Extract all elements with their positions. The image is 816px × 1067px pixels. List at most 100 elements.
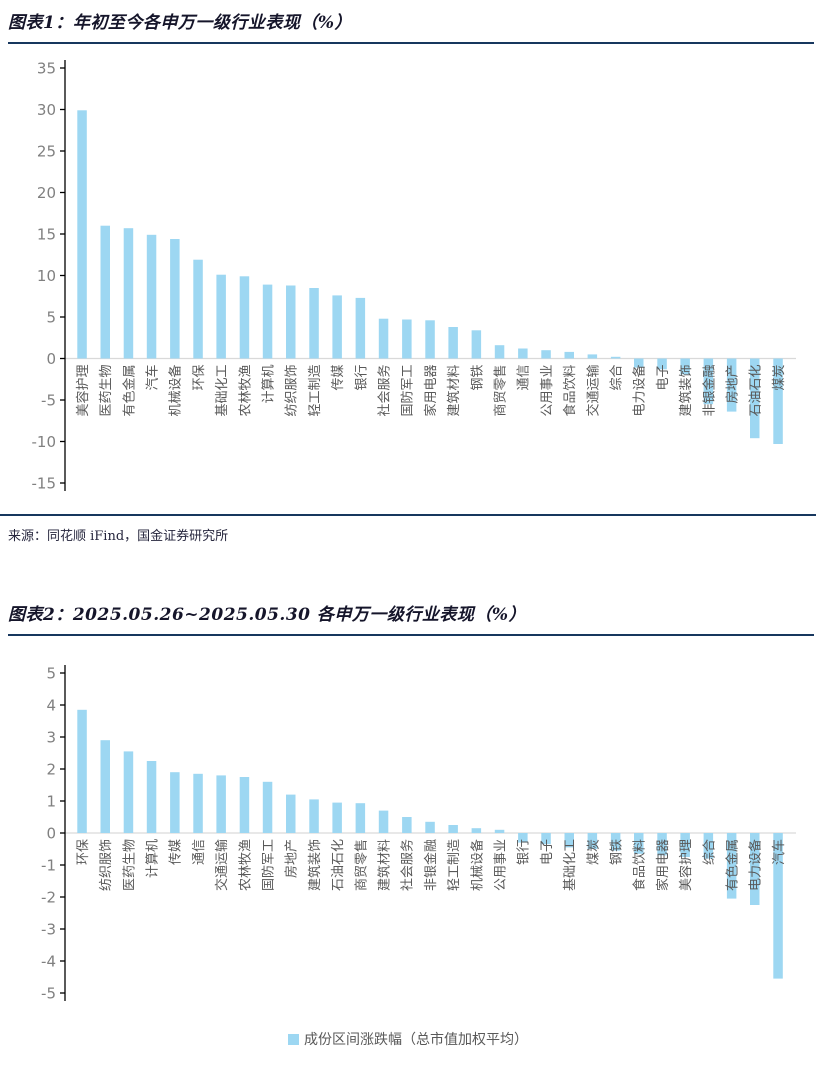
x-category-label: 食品饮料 [632, 839, 648, 891]
bar-农林牧渔 [239, 777, 250, 833]
y-tick-label: 35 [37, 59, 56, 77]
legend-label: 成份区间涨跌幅（总市值加权平均） [304, 1031, 528, 1047]
bar-社会服务 [378, 318, 389, 359]
x-category-label: 通信 [192, 839, 207, 865]
bar-银行 [355, 297, 366, 359]
x-category-label: 计算机 [262, 365, 277, 404]
x-category-label: 国防军工 [261, 839, 277, 891]
y-tick-label: -2 [41, 888, 56, 906]
x-category-label: 非银金融 [701, 365, 717, 417]
x-category-label: 石油石化 [331, 839, 346, 891]
bar-电力设备 [634, 358, 644, 368]
y-tick-label: 5 [46, 308, 56, 326]
x-category-label: 传媒 [169, 839, 184, 865]
y-tick-label: 0 [46, 824, 56, 842]
x-category-label: 机械设备 [469, 839, 485, 891]
x-category-label: 公用事业 [540, 365, 555, 417]
y-tick-label: -4 [41, 952, 56, 970]
x-category-label: 交通运输 [585, 365, 601, 417]
bar-商贸零售 [494, 345, 505, 359]
bar-计算机 [262, 284, 273, 359]
bar-食品饮料 [634, 833, 644, 854]
x-category-label: 有色金属 [121, 365, 137, 417]
bar-钢铁 [610, 833, 621, 851]
bar-计算机 [146, 761, 157, 833]
x-category-label: 农林牧渔 [238, 839, 253, 891]
bar-建筑材料 [448, 327, 458, 359]
y-tick-label: 25 [37, 142, 56, 160]
bar-家用电器 [425, 320, 435, 359]
y-tick-label: 1 [46, 792, 56, 810]
figure2-title: 图表2：2025.05.26~2025.05.30 各申万一级行业表现（%） [8, 600, 814, 636]
x-category-label: 美容护理 [678, 839, 694, 891]
chart2-legend: 成份区间涨跌幅（总市值加权平均） [0, 1029, 816, 1049]
bar-纺织服饰 [286, 285, 296, 359]
x-category-label: 综合 [702, 839, 717, 865]
bar-环保 [193, 259, 203, 359]
bar-交通运输 [587, 354, 598, 359]
legend-swatch [288, 1033, 299, 1045]
chart2-bar-chart: 5 4 3 2 1 0 -1 -2 -3 -4 -5 环保 纺织服饰 医药生物 计算机 传媒 通信 交通运输 农林牧… [41, 664, 796, 1002]
bar-建筑材料 [378, 810, 389, 833]
bar-农林牧渔 [239, 276, 250, 359]
bar-商贸零售 [355, 803, 366, 833]
bar-煤炭 [773, 358, 783, 444]
x-category-label: 电子 [656, 365, 671, 391]
x-category-label: 社会服务 [377, 365, 393, 417]
bar-传媒 [170, 772, 180, 833]
bar-汽车 [773, 833, 783, 979]
y-tick-label: 0 [46, 350, 56, 368]
x-category-label: 家用电器 [423, 365, 439, 417]
x-category-label: 机械设备 [168, 365, 184, 417]
figure1-title: 图表1：年初至今各申万一级行业表现（%） [8, 8, 814, 44]
bar-电子 [657, 358, 667, 370]
x-category-label: 钢铁 [470, 365, 485, 391]
x-category-label: 轻工制造 [447, 839, 462, 891]
x-category-label: 电力设备 [632, 365, 648, 417]
x-category-label: 电力设备 [748, 839, 764, 891]
x-category-label: 基础化工 [563, 839, 578, 891]
bar-汽车 [146, 234, 157, 359]
bar-有色金属 [726, 833, 737, 899]
bar-电力设备 [750, 833, 760, 905]
x-category-label: 建筑材料 [446, 365, 462, 417]
bar-钢铁 [471, 330, 482, 359]
x-category-label: 轻工制造 [308, 365, 323, 417]
bar-传媒 [332, 295, 342, 359]
bar-综合 [610, 356, 621, 359]
x-category-label: 食品饮料 [562, 365, 578, 417]
x-category-label: 房地产 [284, 839, 300, 878]
bar-美容护理 [77, 110, 87, 359]
bar-非银金融 [703, 358, 714, 405]
x-category-label: 环保 [192, 365, 207, 391]
y-tick-label: 30 [37, 101, 56, 119]
bar-机械设备 [170, 239, 180, 359]
bar-公用事业 [494, 829, 505, 833]
bar-社会服务 [402, 817, 412, 833]
bar-有色金属 [123, 228, 134, 359]
y-tick-label: 3 [46, 728, 56, 746]
x-category-label: 建筑装饰 [307, 839, 323, 891]
x-category-label: 煤炭 [772, 365, 787, 391]
x-category-label: 建筑材料 [377, 839, 393, 891]
bar-石油石化 [332, 802, 342, 833]
bar-银行 [518, 833, 528, 843]
x-category-label: 基础化工 [215, 365, 230, 417]
x-category-label: 医药生物 [99, 365, 114, 417]
bar-电子 [541, 833, 551, 845]
bar-通信 [193, 773, 203, 833]
x-category-label: 交通运输 [214, 839, 230, 891]
bar-公用事业 [541, 350, 551, 359]
bar-轻工制造 [448, 825, 458, 833]
x-category-label: 非银金融 [423, 839, 439, 891]
x-category-label: 有色金属 [725, 839, 741, 891]
y-tick-label: 4 [46, 696, 56, 714]
y-tick-label: -15 [32, 474, 57, 492]
bar-建筑装饰 [309, 799, 319, 833]
x-category-label: 环保 [76, 839, 91, 865]
y-tick-label: -3 [41, 920, 56, 938]
bar-非银金融 [425, 821, 435, 833]
x-category-label: 家用电器 [655, 839, 671, 891]
bar-医药生物 [123, 751, 134, 833]
y-tick-label: 20 [37, 184, 56, 202]
